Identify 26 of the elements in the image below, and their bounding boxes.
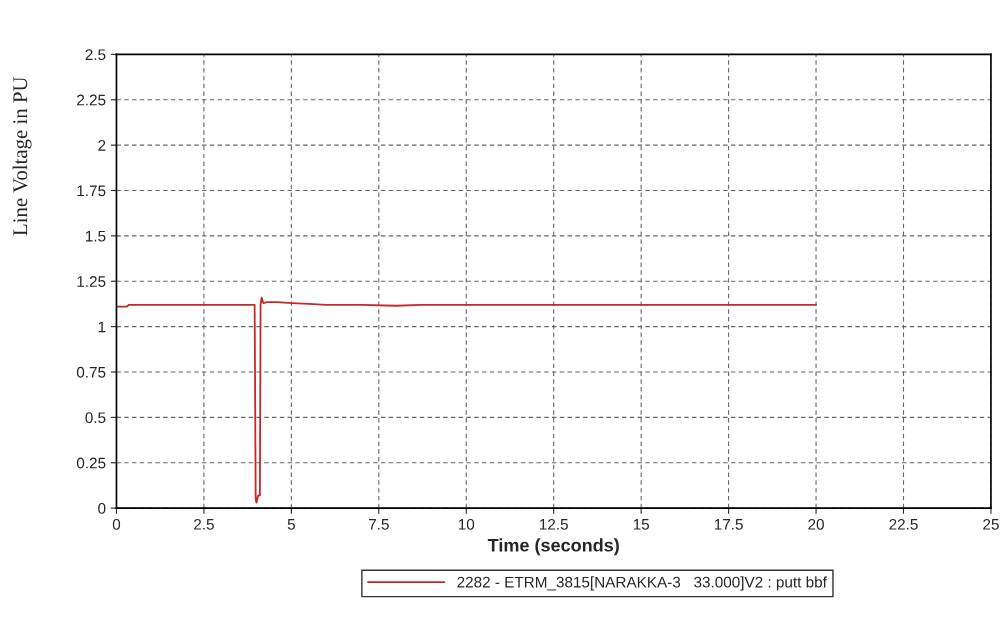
- y-tick-label: 0.75: [76, 366, 106, 378]
- x-tick-label: 15: [633, 519, 650, 530]
- x-axis-title: Time (seconds): [487, 538, 619, 556]
- y-tick-label: 0.25: [76, 457, 106, 469]
- y-tick-label: 1.25: [77, 276, 106, 287]
- legend-label: 2282 - ETRM_3815[NARAKKA-3 33.000]V2 : putt bbf: [457, 576, 827, 591]
- x-tick-label: 25: [983, 518, 999, 530]
- y-tick-label: 2: [98, 139, 106, 151]
- y-axis-title: Line Voltage in PU: [12, 76, 32, 236]
- y-tick-label: 1.5: [85, 230, 106, 242]
- y-tick-label: 1: [98, 321, 106, 333]
- y-tick-label: 0: [98, 502, 106, 514]
- x-tick-label: 12.5: [540, 518, 568, 530]
- y-tick-label: 2.5: [85, 49, 106, 61]
- line-series: [116, 296, 817, 504]
- x-tick-label: 0: [112, 518, 121, 530]
- y-tick-label: 0.5: [85, 412, 106, 424]
- x-tick-label: 20: [808, 518, 824, 530]
- x-tick-label: 10: [458, 518, 475, 530]
- x-tick-label: 7.5: [368, 519, 389, 530]
- x-tick-label: 22.5: [889, 518, 918, 530]
- x-tick-label: 17.5: [714, 519, 743, 530]
- x-tick-label: 5: [287, 519, 295, 530]
- y-tick-label: 1.75: [77, 185, 106, 197]
- y-tick-label: 2.25: [77, 94, 106, 106]
- x-tick-label: 2.5: [194, 518, 214, 530]
